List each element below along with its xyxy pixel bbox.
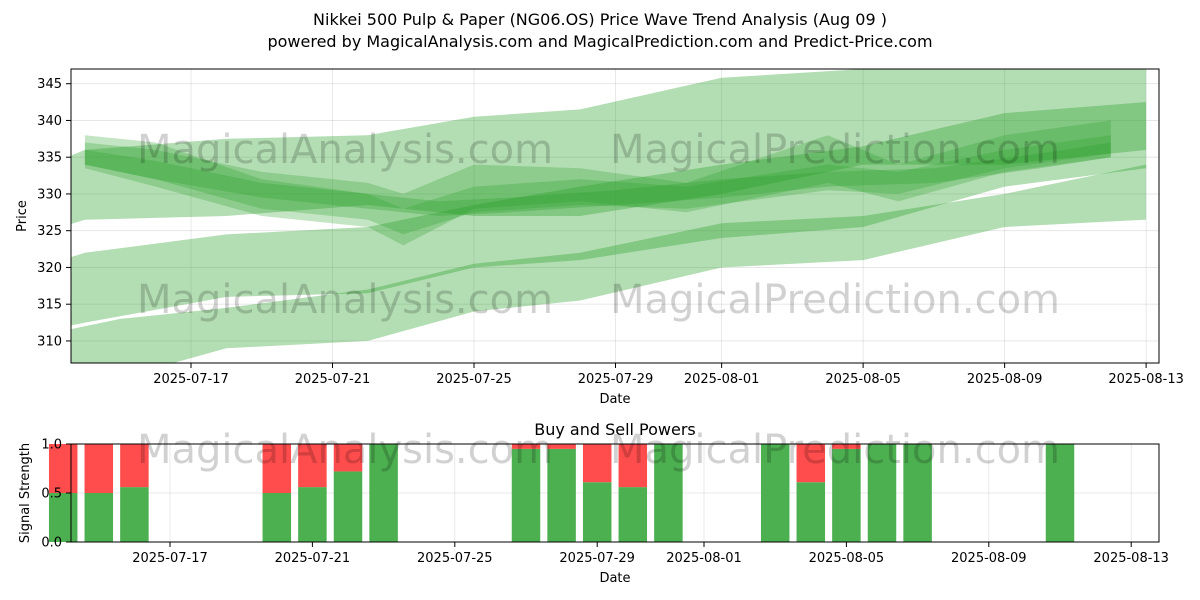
power-x-ticks: 2025-07-17 2025-07-21 2025-07-25 2025-07-29… bbox=[132, 542, 1169, 566]
power-x-tick-label: 2025-07-29 bbox=[559, 551, 635, 566]
buy-bar bbox=[867, 444, 897, 542]
buy-bar bbox=[369, 444, 398, 542]
price-y-tick-label: 330 bbox=[37, 187, 62, 202]
price-x-tick-label: 2025-08-05 bbox=[825, 372, 901, 387]
buy-bar bbox=[298, 487, 327, 542]
buy-bar bbox=[903, 444, 932, 542]
power-x-tick-label: 2025-08-05 bbox=[809, 551, 885, 566]
price-x-tick-label: 2025-07-25 bbox=[436, 372, 512, 387]
price-x-tick-label: 2025-08-01 bbox=[684, 372, 760, 387]
power-chart: Buy and Sell Powers MagicalAnalysis.com M… bbox=[18, 420, 1169, 586]
price-band-2 bbox=[71, 164, 1147, 363]
power-x-tick-label: 2025-08-09 bbox=[951, 551, 1027, 566]
buy-bar bbox=[618, 487, 648, 542]
price-band-3 bbox=[84, 120, 1111, 246]
price-y-ticks: 310 315 320 325 330 335 340 345 bbox=[37, 77, 71, 349]
power-chart-title: Buy and Sell Powers bbox=[534, 420, 696, 439]
buy-bar bbox=[262, 493, 292, 542]
price-grid bbox=[71, 69, 1159, 363]
sell-bar bbox=[511, 444, 541, 449]
power-x-tick-label: 2025-07-17 bbox=[132, 551, 208, 566]
buy-bar bbox=[796, 482, 826, 542]
sell-bar bbox=[832, 444, 861, 449]
watermark-text: MagicalAnalysis.com bbox=[137, 127, 553, 173]
sell-bar bbox=[618, 444, 648, 488]
chart-title-line1: Nikkei 500 Pulp & Paper (NG06.OS) Price … bbox=[313, 10, 887, 29]
watermark-text: MagicalPrediction.com bbox=[610, 277, 1060, 323]
sell-bar bbox=[582, 444, 612, 483]
power-y-ticks: 0.0 0.5 1.0 bbox=[41, 438, 71, 551]
price-x-tick-label: 2025-07-29 bbox=[578, 372, 654, 387]
price-x-tick-label: 2025-07-17 bbox=[153, 372, 229, 387]
buy-bar bbox=[120, 487, 149, 542]
price-band-5 bbox=[84, 142, 1111, 216]
sell-bar bbox=[48, 444, 78, 493]
price-x-tick-label: 2025-08-09 bbox=[967, 372, 1043, 387]
price-y-tick-label: 325 bbox=[37, 224, 62, 239]
power-x-tick-label: 2025-07-25 bbox=[417, 551, 493, 566]
sell-bar bbox=[796, 444, 826, 483]
watermark-text: MagicalAnalysis.com bbox=[137, 427, 553, 473]
price-x-ticks: 2025-07-17 2025-07-21 2025-07-25 2025-07-29… bbox=[153, 363, 1184, 387]
buy-bar bbox=[582, 482, 612, 542]
sell-bar bbox=[84, 444, 114, 493]
price-watermarks: MagicalAnalysis.com MagicalPrediction.com… bbox=[137, 127, 1060, 323]
price-x-tick-label: 2025-07-21 bbox=[295, 372, 371, 387]
buy-bar bbox=[654, 444, 683, 542]
power-watermarks: MagicalAnalysis.com MagicalPrediction.com bbox=[137, 427, 1060, 473]
price-band-1 bbox=[71, 102, 1147, 326]
sell-bar bbox=[333, 444, 363, 472]
sell-bar bbox=[547, 444, 576, 449]
price-y-tick-label: 340 bbox=[37, 114, 62, 129]
watermark-text: MagicalPrediction.com bbox=[610, 127, 1060, 173]
buy-bar bbox=[48, 493, 78, 542]
price-x-axis-label: Date bbox=[599, 392, 630, 407]
price-x-tick-label: 2025-08-13 bbox=[1108, 372, 1184, 387]
sell-bar bbox=[120, 444, 149, 488]
power-x-tick-label: 2025-08-01 bbox=[666, 551, 742, 566]
power-x-tick-label: 2025-07-21 bbox=[275, 551, 351, 566]
power-y-tick-label: 0.0 bbox=[41, 536, 62, 551]
buy-bar bbox=[547, 448, 576, 542]
price-y-tick-label: 320 bbox=[37, 261, 62, 276]
price-band-0 bbox=[71, 69, 1147, 225]
power-x-tick-label: 2025-08-13 bbox=[1093, 551, 1169, 566]
price-y-tick-label: 345 bbox=[37, 77, 62, 92]
buy-bar bbox=[760, 444, 790, 542]
buy-bar bbox=[1045, 444, 1075, 542]
price-band-4 bbox=[84, 135, 1111, 235]
buy-bar bbox=[511, 448, 541, 542]
price-y-tick-label: 310 bbox=[37, 334, 62, 349]
chart-title-line2: powered by MagicalAnalysis.com and Magic… bbox=[267, 32, 932, 51]
sell-bar bbox=[262, 444, 292, 493]
price-y-axis-label: Price bbox=[15, 200, 30, 232]
power-y-tick-label: 1.0 bbox=[41, 438, 62, 453]
price-chart: MagicalAnalysis.com MagicalPrediction.com… bbox=[15, 68, 1184, 407]
power-x-axis-label: Date bbox=[599, 571, 630, 586]
sell-bar bbox=[298, 444, 327, 488]
price-bands bbox=[71, 69, 1147, 363]
buy-bar bbox=[333, 471, 363, 542]
power-y-axis-label: Signal Strength bbox=[18, 443, 33, 543]
watermark-text: MagicalPrediction.com bbox=[610, 427, 1060, 473]
buy-bar bbox=[84, 493, 114, 542]
buy-bar bbox=[832, 448, 861, 542]
price-y-tick-label: 335 bbox=[37, 151, 62, 166]
power-bars bbox=[48, 444, 1075, 542]
price-y-tick-label: 315 bbox=[37, 298, 62, 313]
power-y-tick-label: 0.5 bbox=[41, 487, 62, 502]
watermark-text: MagicalAnalysis.com bbox=[137, 277, 553, 323]
